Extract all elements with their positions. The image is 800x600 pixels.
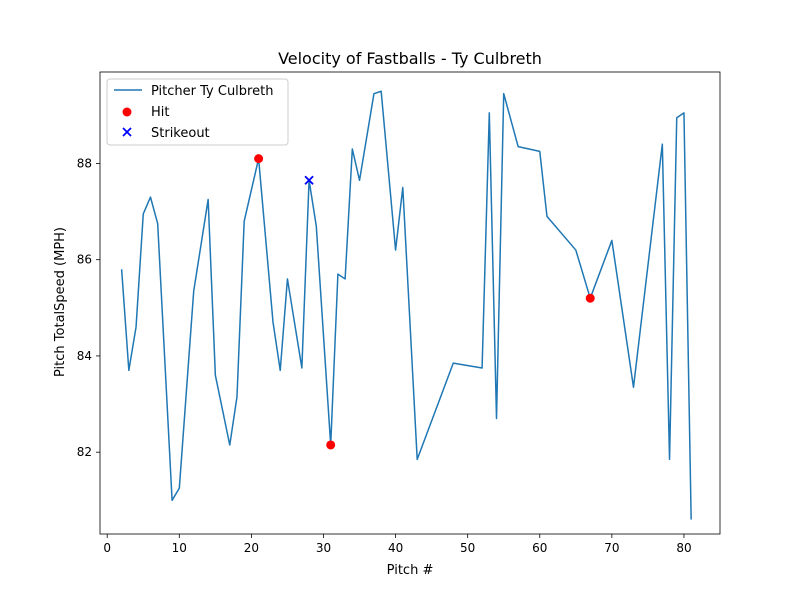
y-tick-label: 84 — [77, 349, 92, 363]
legend-label-strikeout: Strikeout — [151, 126, 210, 141]
legend-box — [106, 78, 289, 146]
x-tick-label: 10 — [172, 541, 187, 555]
hit-point — [326, 440, 336, 450]
hit-point — [585, 293, 595, 303]
x-tick-label: 40 — [388, 541, 403, 555]
plot-frame — [99, 71, 721, 535]
x-tick-label: 60 — [532, 541, 547, 555]
strikeout-point — [304, 175, 314, 185]
y-tick-label: 88 — [77, 156, 92, 170]
x-tick-label: 30 — [316, 541, 331, 555]
x-axis-label: Pitch # — [387, 563, 434, 578]
legend-hit-swatch — [122, 107, 132, 117]
legend: Pitcher Ty Culbreth Hit Strikeout — [106, 78, 289, 146]
series-line-pitcher — [120, 90, 692, 520]
legend-label-hit: Hit — [151, 105, 169, 120]
y-tick-label: 86 — [77, 253, 92, 267]
legend-label-pitcher: Pitcher Ty Culbreth — [151, 84, 273, 99]
legend-strikeout-swatch — [122, 127, 132, 137]
x-tick-label: 20 — [244, 541, 259, 555]
chart-title: Velocity of Fastballs - Ty Culbreth — [278, 49, 542, 68]
plot-area: 0 10 20 30 40 50 60 70 80 82 84 86 88 — [77, 71, 721, 555]
y-tick-label: 82 — [77, 445, 92, 459]
x-tick-label: 50 — [460, 541, 475, 555]
x-tick-label: 0 — [103, 541, 111, 555]
hit-point — [254, 154, 264, 164]
x-tick-label: 80 — [676, 541, 691, 555]
y-axis-label: Pitch TotalSpeed (MPH) — [53, 227, 68, 377]
x-tick-label: 70 — [604, 541, 619, 555]
